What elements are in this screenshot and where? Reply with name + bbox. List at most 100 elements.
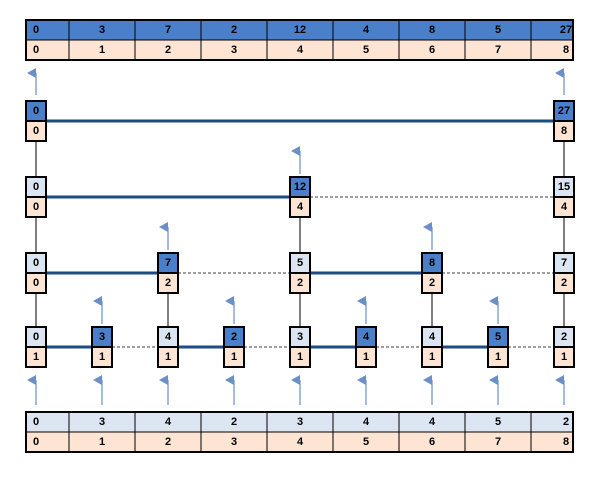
- node-index-label: 4: [561, 201, 568, 213]
- node-value-label: 4: [429, 331, 436, 343]
- node-index-label: 2: [297, 277, 303, 289]
- bottom-array-value-label: 2: [231, 416, 237, 428]
- node-value-label: 27: [558, 105, 570, 117]
- skip-node: 31: [91, 326, 113, 368]
- node-index-label: 2: [165, 277, 171, 289]
- bottom-array-index-label: 4: [297, 436, 304, 448]
- top-array-value-label: 4: [363, 24, 370, 36]
- top-array-value-label: 5: [495, 24, 501, 36]
- node-value-label: 2: [561, 331, 567, 343]
- bottom-array-index-label: 7: [495, 436, 501, 448]
- top-array-index-label: 3: [231, 44, 237, 56]
- skip-node: 41: [355, 326, 377, 368]
- node-index-cell: [25, 196, 47, 218]
- top-array-index-label: 7: [495, 44, 501, 56]
- skip-node: 51: [487, 326, 509, 368]
- node-value-label: 0: [33, 331, 39, 343]
- top-array-value-label: 8: [429, 24, 435, 36]
- bottom-array-index-label: 2: [165, 436, 171, 448]
- skip-node: 41: [157, 326, 179, 368]
- node-index-cell: [553, 346, 575, 368]
- skip-node: 41: [421, 326, 443, 368]
- node-index-cell: [289, 196, 311, 218]
- skip-node: 21: [553, 326, 575, 368]
- top-array-index-label: 6: [429, 44, 435, 56]
- top-array-outline: [25, 19, 574, 61]
- node-value-label: 7: [561, 257, 567, 269]
- bottom-array-index-label: 0: [33, 436, 39, 448]
- node-index-label: 1: [495, 351, 501, 363]
- skip-node: 82: [421, 252, 443, 294]
- top-array-value-label: 27: [560, 24, 572, 36]
- top-array-index-label: 4: [297, 44, 304, 56]
- node-index-cell: [157, 346, 179, 368]
- bottom-array-index-label: 8: [563, 436, 569, 448]
- node-index-cell: [553, 120, 575, 142]
- node-index-cell: [25, 120, 47, 142]
- node-index-label: 0: [33, 277, 39, 289]
- bottom-array-value-label: 4: [165, 416, 172, 428]
- node-index-cell: [421, 346, 443, 368]
- skip-node: 52: [289, 252, 311, 294]
- node-value-label: 5: [297, 257, 303, 269]
- node-index-cell: [289, 272, 311, 294]
- node-index-label: 1: [363, 351, 369, 363]
- node-index-label: 0: [33, 125, 39, 137]
- skip-node: 00: [25, 100, 47, 142]
- skip-node: 01: [25, 326, 47, 368]
- node-index-label: 1: [429, 351, 435, 363]
- node-value-label: 0: [33, 257, 39, 269]
- node-index-label: 1: [231, 351, 237, 363]
- node-value-label: 7: [165, 257, 171, 269]
- node-value-label: 4: [165, 331, 172, 343]
- node-index-cell: [157, 272, 179, 294]
- bottom-array-value-label: 0: [33, 416, 39, 428]
- top-array-value-label: 0: [33, 24, 39, 36]
- node-value-label: 4: [363, 331, 370, 343]
- node-value-label: 0: [33, 105, 39, 117]
- bottom-array-index-label: 3: [231, 436, 237, 448]
- bottom-array-value-label: 2: [563, 416, 569, 428]
- bottom-array-value-label: 3: [297, 416, 303, 428]
- top-array-index-label: 0: [33, 44, 39, 56]
- node-index-cell: [355, 346, 377, 368]
- top-array-value-label: 12: [294, 24, 306, 36]
- node-index-cell: [553, 196, 575, 218]
- node-index-cell: [421, 272, 443, 294]
- node-index-cell: [553, 272, 575, 294]
- node-index-label: 8: [561, 125, 567, 137]
- node-value-label: 2: [231, 331, 237, 343]
- bottom-array-value-label: 4: [363, 416, 370, 428]
- node-value-label: 8: [429, 257, 435, 269]
- node-index-cell: [223, 346, 245, 368]
- top-array-value-label: 3: [99, 24, 105, 36]
- node-index-cell: [25, 346, 47, 368]
- bottom-array-value-label: 5: [495, 416, 501, 428]
- node-value-label: 12: [294, 181, 306, 193]
- bottom-array-index-label: 5: [363, 436, 369, 448]
- top-array-value-label: 7: [165, 24, 171, 36]
- skip-node: 21: [223, 326, 245, 368]
- bottom-array-index-label: 6: [429, 436, 435, 448]
- top-array-value-label: 2: [231, 24, 237, 36]
- node-index-label: 0: [33, 201, 39, 213]
- skip-node: 27 8: [553, 100, 575, 142]
- node-index-label: 1: [297, 351, 303, 363]
- bottom-array-outline: [25, 411, 574, 453]
- node-index-label: 1: [33, 351, 39, 363]
- box-layer: 0031722312445865727800314223344546572801…: [25, 19, 575, 453]
- node-index-label: 2: [429, 277, 435, 289]
- bottom-array-value-label: 3: [99, 416, 105, 428]
- node-index-cell: [487, 346, 509, 368]
- node-value-label: 3: [297, 331, 303, 343]
- bottom-array-index-label: 1: [99, 436, 105, 448]
- node-index-label: 2: [561, 277, 567, 289]
- node-index-cell: [25, 272, 47, 294]
- top-array-index-label: 2: [165, 44, 171, 56]
- arrow-layer: [27, 68, 565, 405]
- top-array-index-label: 1: [99, 44, 105, 56]
- skip-node: 15 4: [553, 176, 575, 218]
- node-index-label: 1: [561, 351, 567, 363]
- node-value-label: 3: [99, 331, 105, 343]
